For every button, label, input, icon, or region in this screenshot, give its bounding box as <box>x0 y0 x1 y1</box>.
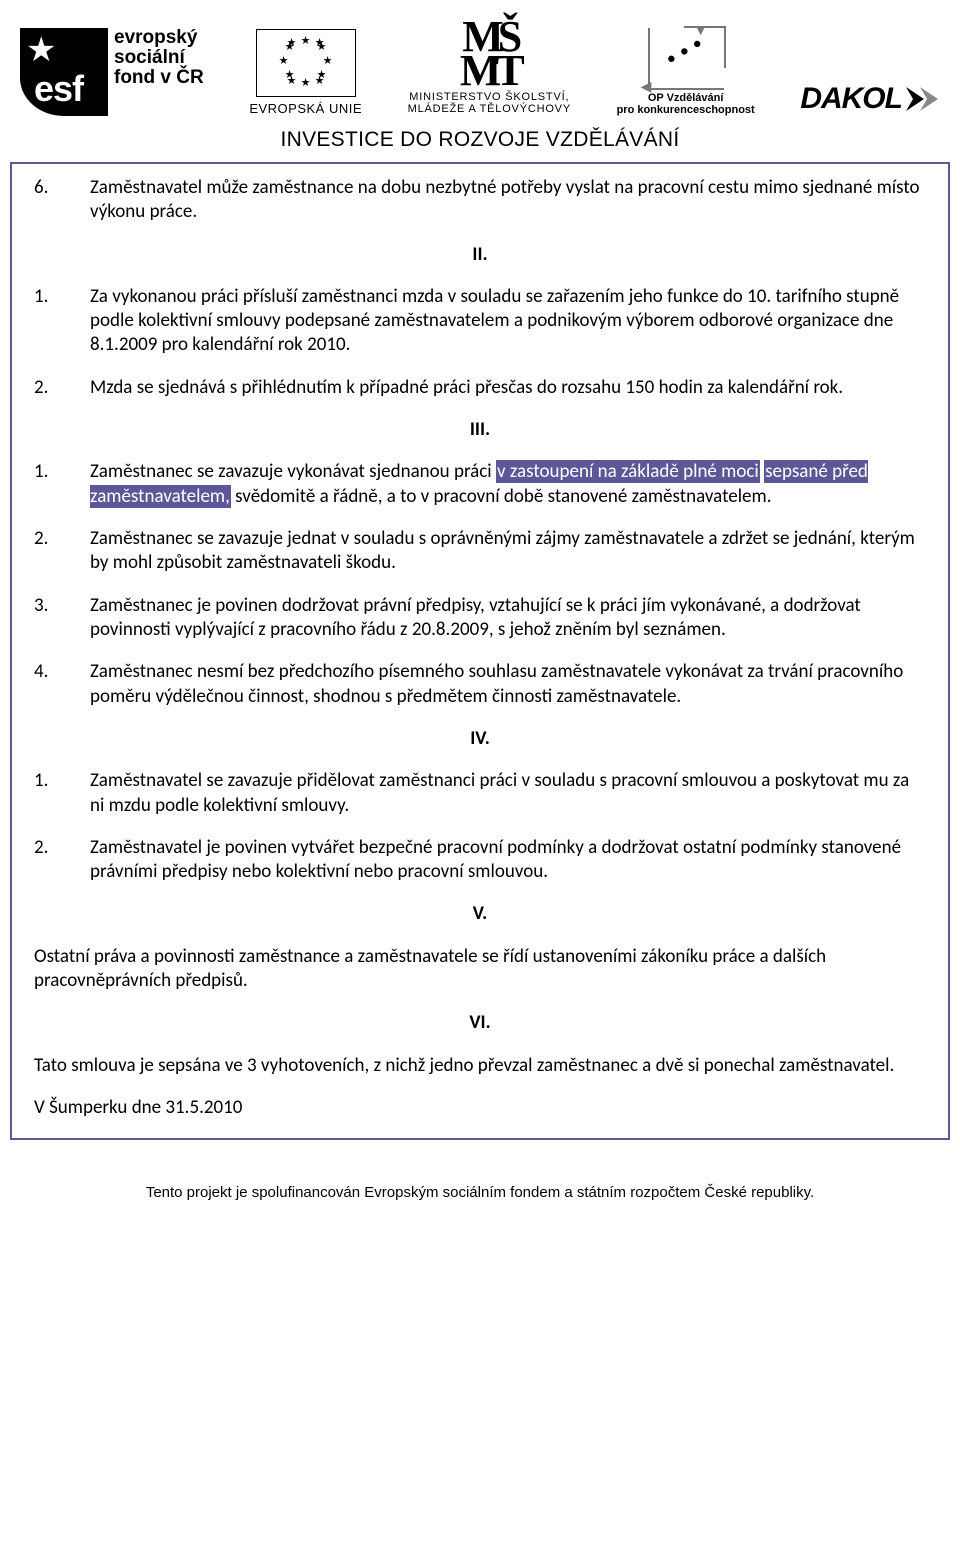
item-text: Zaměstnanec se zavazuje jednat v souladu… <box>90 527 926 576</box>
item-text: Zaměstnavatel je povinen vytvářet bezpeč… <box>90 836 926 885</box>
item-number: 1. <box>34 460 90 509</box>
dakol-logo: DAKOL <box>800 82 940 116</box>
eu-logo: ★ ★ ★ ★ ★ ★ ★ ★ ★ ★ ★ ★ EVROPSKÁ UNIE <box>249 29 362 116</box>
section-III-item-2: 2. Zaměstnanec se zavazuje jednat v soul… <box>34 527 926 576</box>
esf-line-3: fond v ČR <box>114 68 204 88</box>
page: evropský sociální fond v ČR ★ ★ ★ ★ ★ ★ … <box>0 0 960 1211</box>
op-logo-icon: ▼ ◀ ••• <box>648 28 724 90</box>
section-II-item-1: 1. Za vykonanou práci přísluší zaměstnan… <box>34 285 926 358</box>
msmt-line-2: MLÁDEŽE A TĚLOVÝCHOVY <box>408 103 571 115</box>
item-text-pre: Zaměstnanec se zavazuje vykonávat sjedna… <box>90 460 496 483</box>
item-text: Za vykonanou práci přísluší zaměstnanci … <box>90 285 926 358</box>
dakol-chevron-icon <box>906 87 940 111</box>
item-number: 3. <box>34 594 90 643</box>
item-text: Zaměstnanec nesmí bez předchozího písemn… <box>90 660 926 709</box>
pre-item-6: 6. Zaměstnavatel může zaměstnance na dob… <box>34 176 926 225</box>
item-text: Zaměstnanec je povinen dodržovat právní … <box>90 594 926 643</box>
section-IV-item-1: 1. Zaměstnavatel se zavazuje přidělovat … <box>34 769 926 818</box>
eu-flag-icon: ★ ★ ★ ★ ★ ★ ★ ★ ★ ★ ★ ★ <box>256 29 356 97</box>
footer-text: Tento projekt je spolufinancován Evropsk… <box>10 1184 950 1211</box>
msmt-caption: MINISTERSTVO ŠKOLSTVÍ, MLÁDEŽE A TĚLOVÝC… <box>408 91 571 116</box>
esf-line-1: evropský <box>114 28 204 48</box>
item-number: 4. <box>34 660 90 709</box>
section-III-item-3: 3. Zaměstnanec je povinen dodržovat práv… <box>34 594 926 643</box>
section-V-paragraph: Ostatní práva a povinnosti zaměstnance a… <box>34 945 926 994</box>
dakol-text: DAKOL <box>800 82 902 116</box>
header-logos: evropský sociální fond v ČR ★ ★ ★ ★ ★ ★ … <box>10 20 950 120</box>
item-number: 2. <box>34 376 90 400</box>
item-number: 6. <box>34 176 90 225</box>
section-II-item-2: 2. Mzda se sjednává s přihlédnutím k pří… <box>34 376 926 400</box>
esf-line-2: sociální <box>114 48 204 68</box>
op-caption: OP Vzdělávání pro konkurenceschopnost <box>617 92 755 116</box>
eu-caption: EVROPSKÁ UNIE <box>249 101 362 116</box>
tagline: INVESTICE DO ROZVOJE VZDĚLÁVÁNÍ <box>10 128 950 152</box>
section-IV-item-2: 2. Zaměstnavatel je povinen vytvářet bez… <box>34 836 926 885</box>
item-text-post: svědomitě a řádně, a to v pracovní době … <box>231 485 772 508</box>
section-II-heading: II. <box>34 243 926 267</box>
op-line-2: pro konkurenceschopnost <box>617 104 755 116</box>
item-number: 2. <box>34 527 90 576</box>
esf-logo-text: evropský sociální fond v ČR <box>114 28 204 88</box>
item-number: 1. <box>34 285 90 358</box>
item-number: 1. <box>34 769 90 818</box>
msmt-line-1: MINISTERSTVO ŠKOLSTVÍ, <box>409 91 569 103</box>
content-box: 6. Zaměstnavatel může zaměstnance na dob… <box>10 162 950 1140</box>
section-III-item-4: 4. Zaměstnanec nesmí bez předchozího pís… <box>34 660 926 709</box>
msmt-logo-icon: MŠMT <box>460 20 519 89</box>
section-III-item-1: 1. Zaměstnanec se zavazuje vykonávat sje… <box>34 460 926 509</box>
item-text: Zaměstnanec se zavazuje vykonávat sjedna… <box>90 460 926 509</box>
msmt-logo: MŠMT MINISTERSTVO ŠKOLSTVÍ, MLÁDEŽE A TĚ… <box>408 20 571 116</box>
item-text: Zaměstnavatel může zaměstnance na dobu n… <box>90 176 926 225</box>
op-logo: ▼ ◀ ••• OP Vzdělávání pro konkurencescho… <box>617 28 755 116</box>
section-VI-paragraph: Tato smlouva je sepsána ve 3 vyhotoveníc… <box>34 1054 926 1078</box>
item-text: Mzda se sjednává s přihlédnutím k případ… <box>90 376 926 400</box>
section-IV-heading: IV. <box>34 727 926 751</box>
item-text: Zaměstnavatel se zavazuje přidělovat zam… <box>90 769 926 818</box>
section-III-heading: III. <box>34 418 926 442</box>
highlighted-text-1: v zastoupení na základě plné moci <box>496 460 760 483</box>
esf-logo: evropský sociální fond v ČR <box>20 28 204 116</box>
op-line-1: OP Vzdělávání <box>648 92 724 104</box>
item-number: 2. <box>34 836 90 885</box>
section-V-heading: V. <box>34 902 926 926</box>
section-VI-heading: VI. <box>34 1011 926 1035</box>
esf-logo-icon <box>20 28 108 116</box>
place-and-date: V Šumperku dne 31.5.2010 <box>34 1096 926 1120</box>
